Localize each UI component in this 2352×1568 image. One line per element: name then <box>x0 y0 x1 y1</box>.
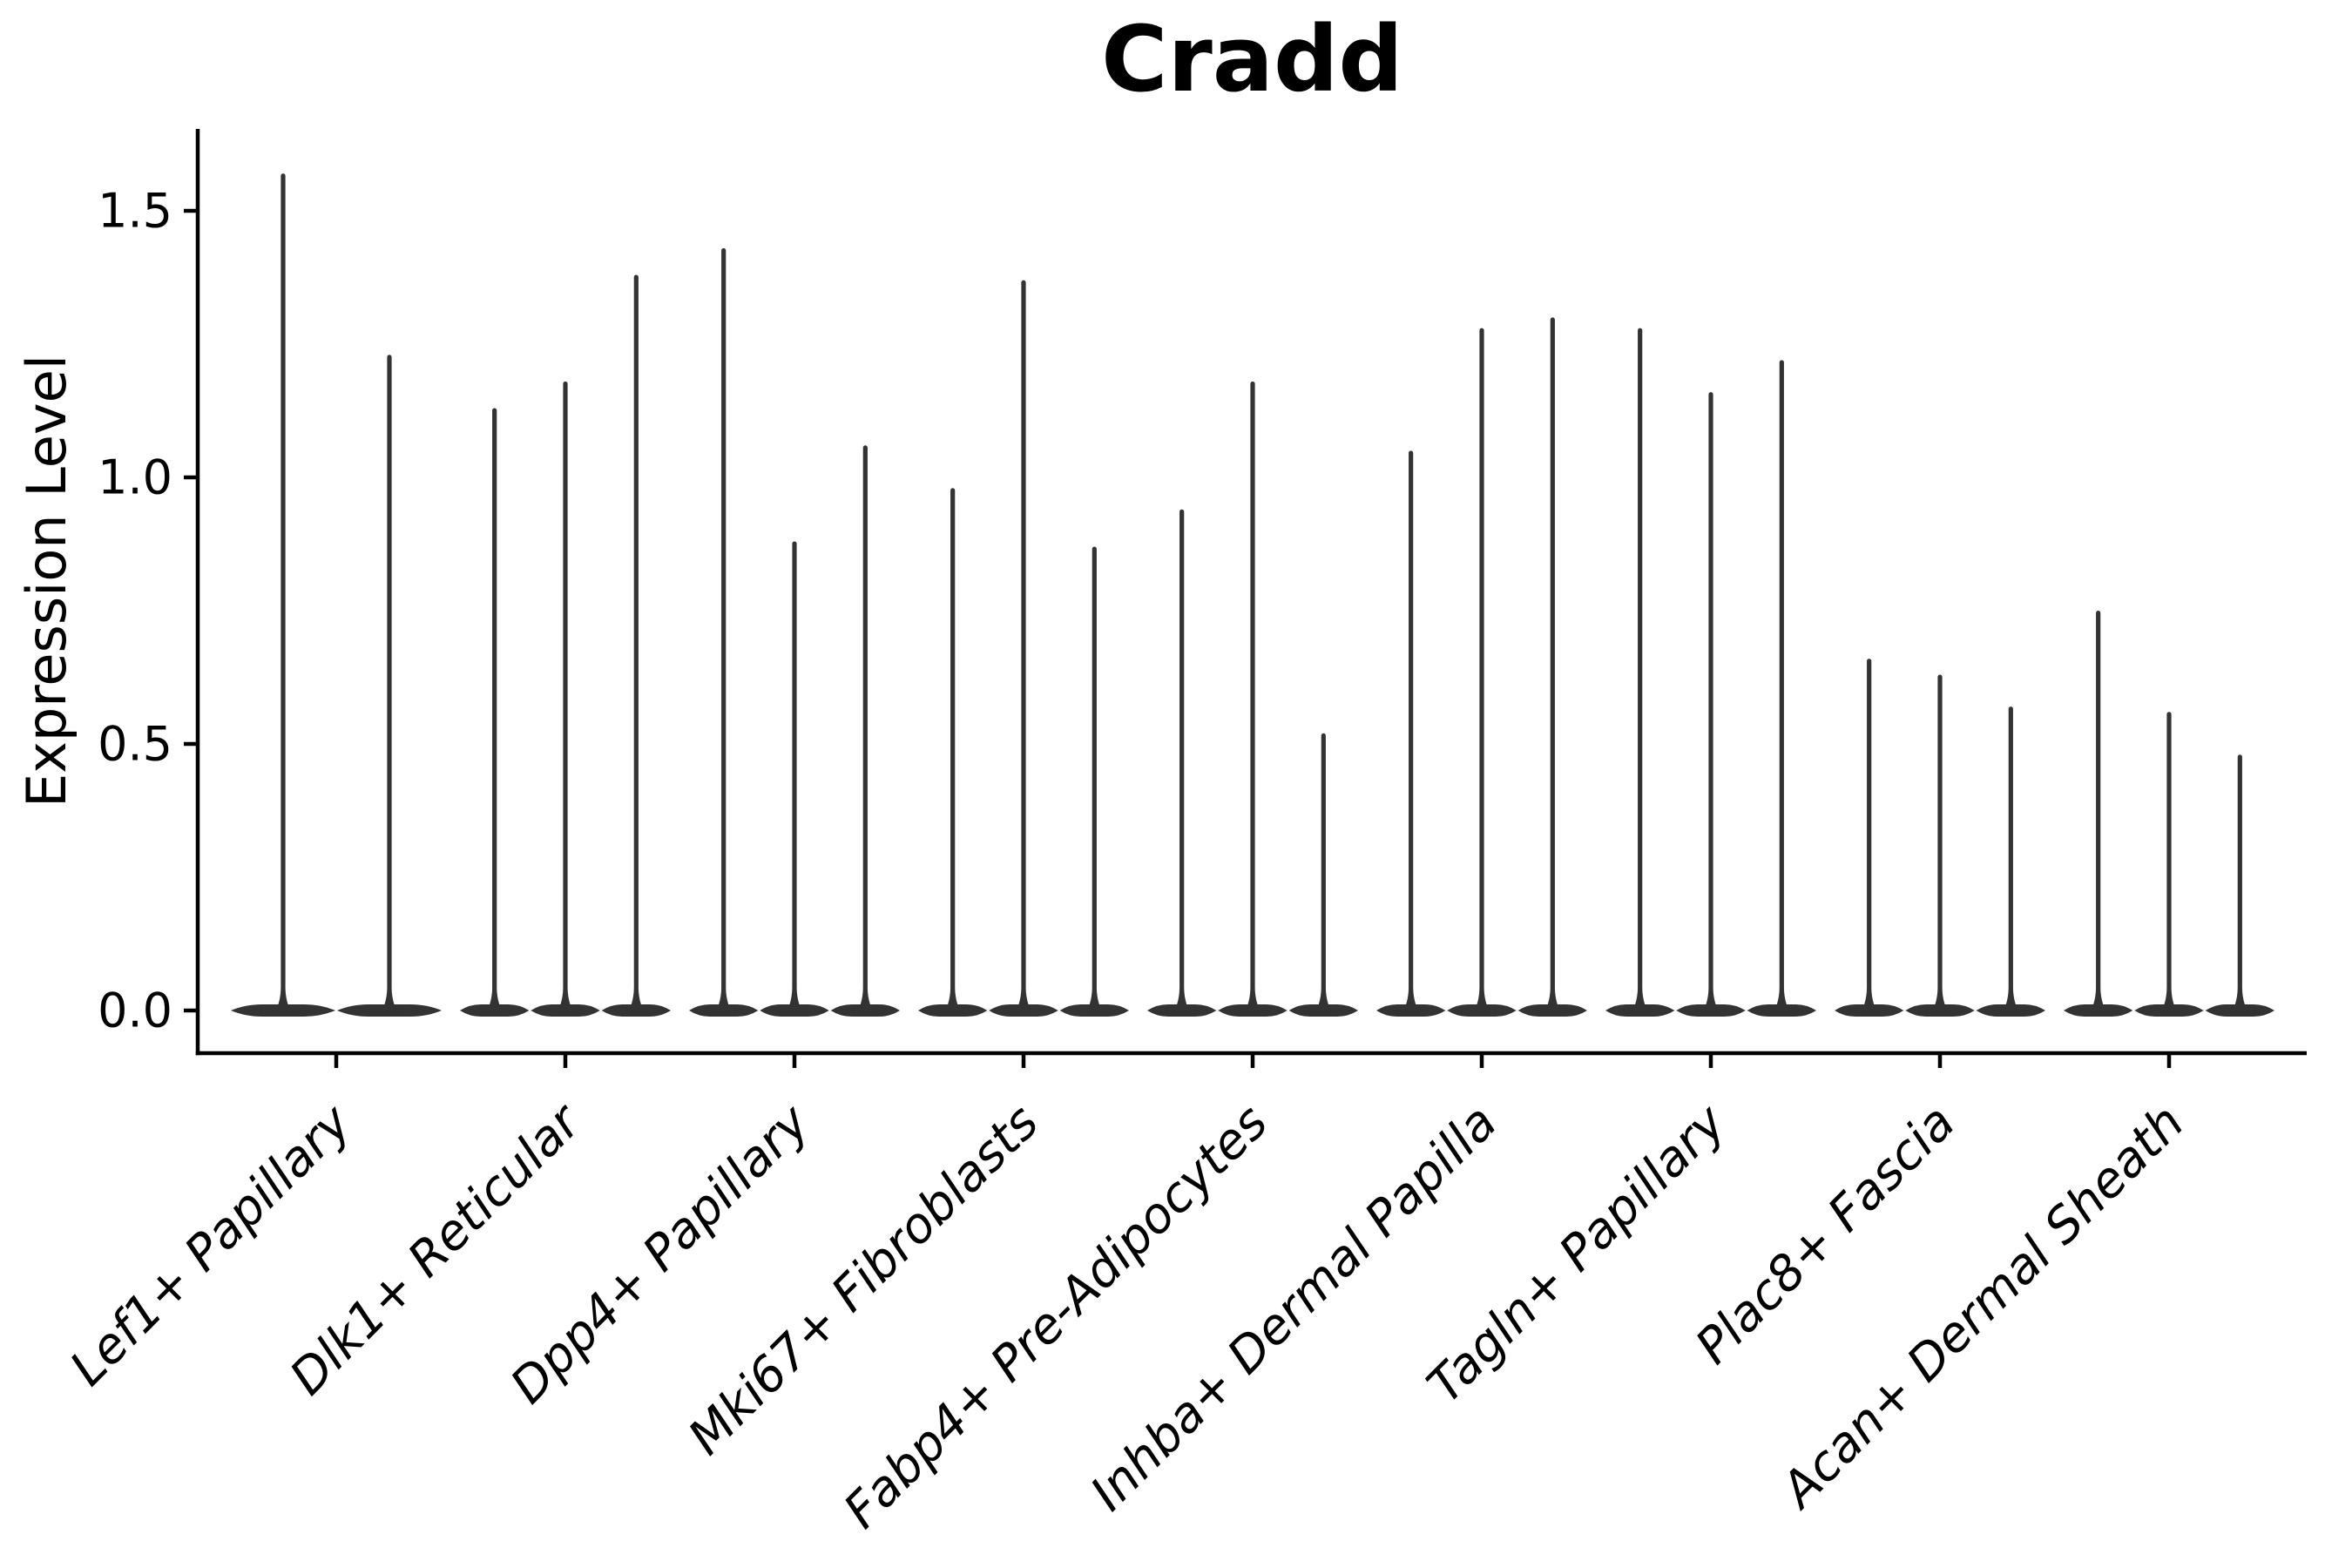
plot-title: Cradd <box>1101 6 1403 112</box>
x-category-label: Fabp4+ Pre-Adipocytes <box>834 1094 1279 1539</box>
violin-needle <box>1402 450 1419 1012</box>
violin-needle <box>1703 392 1719 1013</box>
y-tick-label: 1.0 <box>98 450 172 505</box>
violin-needle <box>1245 381 1260 1012</box>
violin-needle <box>1016 280 1031 1013</box>
violin-needle <box>2090 611 2106 1012</box>
violin-needle <box>787 541 802 1012</box>
violin-needle <box>1086 546 1103 1012</box>
y-tick-label: 0.0 <box>98 983 172 1038</box>
violin-needle <box>275 173 291 1013</box>
violin-needle <box>558 381 573 1012</box>
y-tick-label: 0.5 <box>98 717 172 772</box>
violin-needle <box>2003 706 2019 1012</box>
violin-needle <box>628 274 645 1012</box>
x-category-label: Acan+ Dermal Sheath <box>1769 1094 2195 1520</box>
y-tick-label: 1.5 <box>98 184 172 239</box>
violin-needle <box>857 445 874 1012</box>
violin-needle <box>382 355 397 1012</box>
violin-needle <box>1544 317 1561 1012</box>
violin-needle <box>2232 754 2248 1012</box>
x-category-label: Inhba+ Dermal Papilla <box>1080 1094 1508 1522</box>
violin-needle <box>486 408 503 1012</box>
violin-needle <box>1173 509 1190 1012</box>
violin-needle <box>2161 712 2177 1012</box>
violin-needle <box>1632 328 1648 1012</box>
violin-needle <box>1315 733 1332 1012</box>
violin-needle <box>944 488 961 1012</box>
violin-needle <box>1861 659 1877 1012</box>
violin-needle <box>1774 360 1790 1012</box>
violin-needle <box>715 247 732 1012</box>
violin-needle <box>1932 674 1948 1012</box>
violin-needle <box>1474 328 1490 1012</box>
